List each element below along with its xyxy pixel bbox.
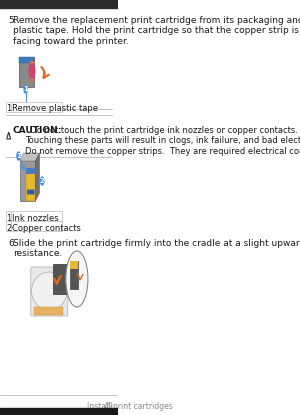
Text: !: ! xyxy=(8,133,10,138)
Bar xyxy=(0,408,118,415)
Text: Remove plastic tape: Remove plastic tape xyxy=(12,103,98,112)
Bar xyxy=(26,168,35,201)
Bar xyxy=(70,261,79,269)
Circle shape xyxy=(40,177,44,185)
Circle shape xyxy=(32,190,34,194)
Bar xyxy=(0,0,118,8)
Bar xyxy=(6,102,62,112)
Text: 5.: 5. xyxy=(9,16,17,25)
Ellipse shape xyxy=(32,272,67,310)
Bar xyxy=(26,168,35,174)
Text: CAUTION:: CAUTION: xyxy=(13,126,62,135)
FancyBboxPatch shape xyxy=(70,261,79,289)
Circle shape xyxy=(29,64,35,78)
Text: 1: 1 xyxy=(6,103,11,112)
Text: 49: 49 xyxy=(104,402,113,411)
Circle shape xyxy=(28,190,29,194)
Text: Install print cartridges: Install print cartridges xyxy=(87,402,172,411)
Text: Remove the replacement print cartridge from its packaging and carefully remove t: Remove the replacement print cartridge f… xyxy=(14,16,300,46)
Text: Slide the print cartridge firmly into the cradle at a slight upward angle until : Slide the print cartridge firmly into th… xyxy=(14,239,300,259)
Text: 2: 2 xyxy=(6,224,11,232)
Polygon shape xyxy=(20,153,39,161)
Bar xyxy=(34,307,63,315)
Circle shape xyxy=(24,85,27,93)
FancyBboxPatch shape xyxy=(53,264,67,294)
Bar xyxy=(30,61,34,81)
Text: Copper contacts: Copper contacts xyxy=(12,224,81,232)
Text: 1: 1 xyxy=(16,153,21,159)
Text: 1: 1 xyxy=(6,213,11,222)
FancyBboxPatch shape xyxy=(31,267,68,316)
Polygon shape xyxy=(35,153,39,201)
Circle shape xyxy=(17,152,20,160)
Circle shape xyxy=(30,190,31,194)
Bar xyxy=(20,161,35,201)
Text: 6.: 6. xyxy=(9,239,17,248)
Bar xyxy=(6,211,62,231)
Circle shape xyxy=(66,251,88,307)
Text: 1: 1 xyxy=(23,86,28,92)
Text: Do not touch the print cartridge ink nozzles or copper contacts.
Touching these : Do not touch the print cartridge ink noz… xyxy=(25,126,300,156)
Bar xyxy=(19,57,34,87)
Bar xyxy=(19,57,34,63)
Text: Ink nozzles: Ink nozzles xyxy=(12,213,59,222)
Text: 2: 2 xyxy=(40,178,45,184)
